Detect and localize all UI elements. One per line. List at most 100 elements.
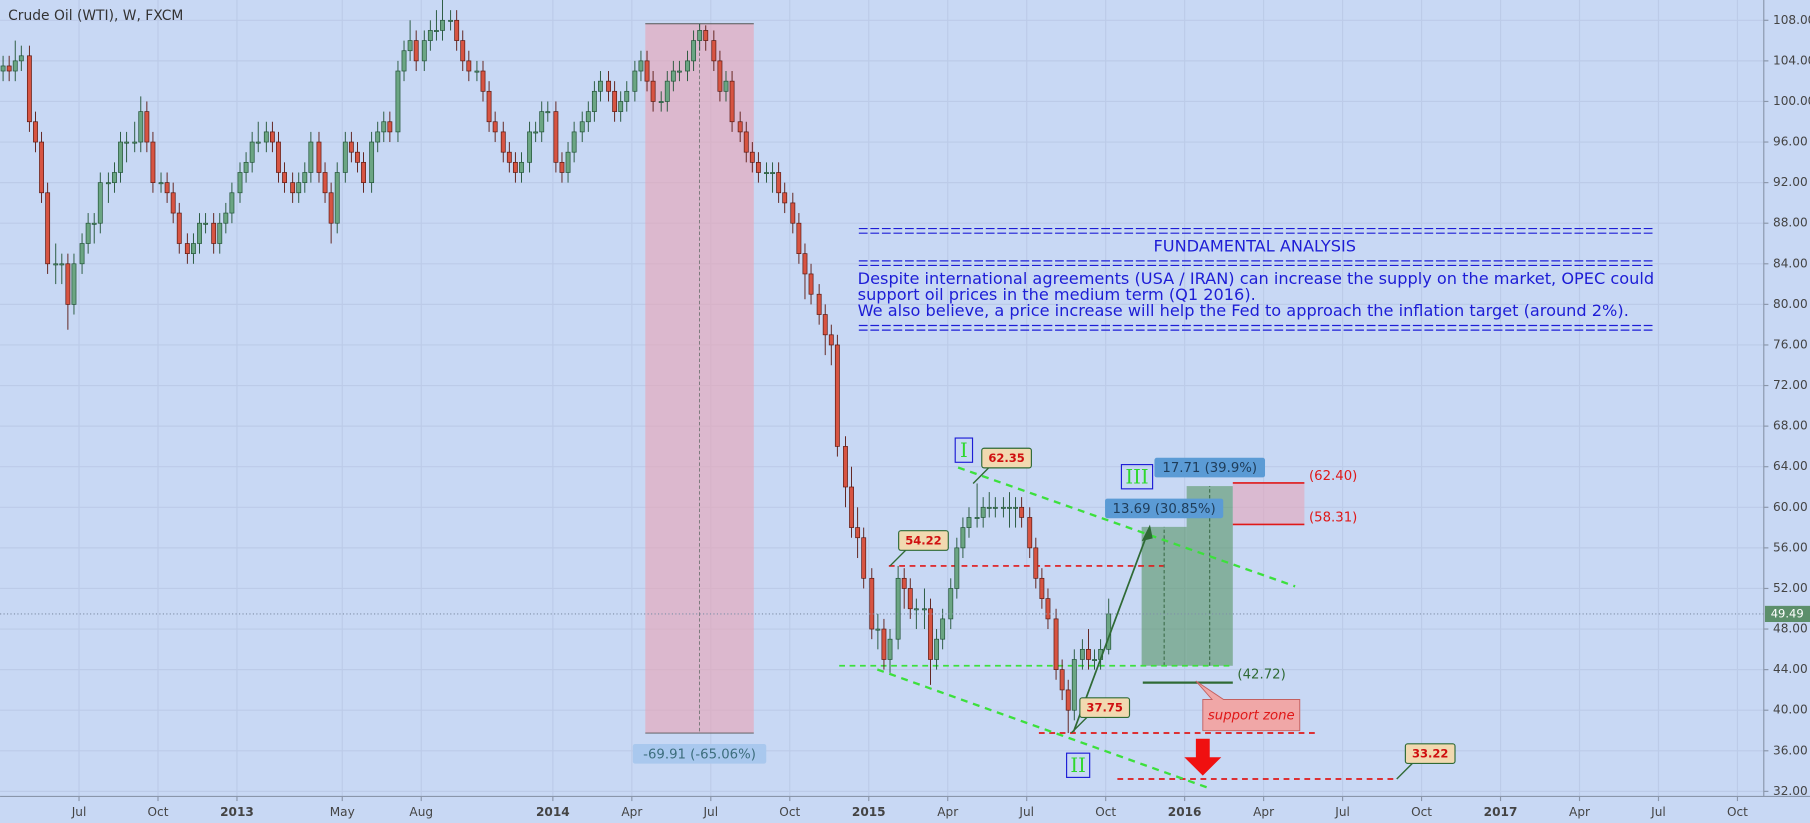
- candle-body: [105, 182, 111, 185]
- x-tick-label: Apr: [1569, 805, 1590, 819]
- candle-body: [348, 141, 354, 153]
- candle-body: [302, 172, 308, 183]
- candle-body: [97, 182, 103, 224]
- resistance-label: (62.40): [1309, 469, 1357, 484]
- candle-body: [255, 141, 261, 144]
- y-tick-label: 72.00: [1773, 378, 1808, 392]
- candle-body: [934, 638, 940, 660]
- x-tick-label: 2017: [1484, 805, 1518, 819]
- y-tick-label: 96.00: [1773, 135, 1808, 149]
- candle-body: [723, 80, 729, 92]
- support-zone-label: support zone: [1208, 709, 1295, 724]
- candle-body: [559, 161, 565, 173]
- candle-body: [685, 60, 690, 72]
- x-tick-label: May: [330, 805, 355, 819]
- candle-body: [512, 161, 518, 173]
- candle-body: [843, 446, 848, 488]
- candle-body: [1019, 506, 1025, 518]
- candle-body: [711, 40, 717, 62]
- candle-body: [381, 121, 387, 133]
- candle-body: [144, 111, 150, 143]
- callout-label: 33.22: [1412, 747, 1448, 761]
- candle-body: [749, 151, 755, 163]
- candle-body: [992, 506, 998, 509]
- candle-body: [237, 172, 243, 194]
- y-tick-label: 100.00: [1773, 94, 1810, 108]
- candle-body: [45, 192, 51, 265]
- callout-label: 37.75: [1086, 701, 1122, 715]
- candle-body: [506, 151, 512, 163]
- candle-body: [676, 70, 682, 73]
- y-tick-label: 44.00: [1773, 662, 1808, 676]
- candle-body: [6, 65, 12, 72]
- candle-body: [717, 60, 723, 92]
- callout-pointer: [1070, 716, 1088, 734]
- candle-body: [808, 273, 814, 295]
- candle-body: [855, 527, 861, 539]
- candle-body: [974, 517, 980, 519]
- candle-body: [948, 588, 954, 620]
- x-tick-label: Oct: [148, 805, 169, 819]
- candle-body: [922, 608, 927, 611]
- candle-body: [316, 141, 322, 173]
- y-tick-label: 64.00: [1773, 459, 1808, 473]
- candle-body: [1092, 659, 1097, 661]
- candle-body: [618, 101, 624, 112]
- wave-label: I: [960, 439, 968, 462]
- overlay-back: [645, 23, 1397, 780]
- x-tick-label: Oct: [1095, 805, 1116, 819]
- candle-body: [112, 172, 117, 183]
- candle-body: [85, 222, 91, 244]
- note-title: FUNDAMENTAL ANALYSIS: [1154, 237, 1356, 256]
- candle-body: [1059, 669, 1065, 691]
- y-tick-label: 104.00: [1773, 53, 1810, 67]
- candle-body: [276, 141, 281, 173]
- candle-body: [322, 172, 328, 194]
- candle-body: [361, 161, 366, 183]
- y-tick-label: 108.00: [1773, 13, 1810, 27]
- candle-body: [913, 608, 919, 611]
- candle-body: [454, 19, 460, 41]
- candle-body: [486, 90, 492, 123]
- callout-label: 54.22: [905, 534, 941, 548]
- candle-body: [579, 121, 585, 133]
- support-zone-callout: [1195, 680, 1301, 732]
- candle-body: [691, 40, 697, 62]
- x-tick-label: Jul: [71, 805, 87, 819]
- candle-body: [176, 212, 182, 244]
- x-tick-label: 2013: [220, 805, 254, 819]
- candle-body: [650, 80, 656, 102]
- candle-body: [612, 90, 618, 112]
- candle-body: [480, 70, 486, 92]
- candle-body: [624, 90, 630, 102]
- candle-body: [881, 628, 887, 660]
- x-tick-label: Aug: [409, 805, 433, 819]
- x-tick-label: Apr: [621, 805, 642, 819]
- candle-body: [782, 192, 788, 204]
- x-tick-label: Apr: [1253, 805, 1274, 819]
- candle-body: [369, 141, 375, 183]
- y-tick-label: 92.00: [1773, 175, 1808, 189]
- wave-box: [954, 437, 974, 463]
- candle-body: [764, 172, 769, 174]
- candle-body: [249, 141, 255, 163]
- candle-body: [887, 638, 893, 660]
- candle-body: [1045, 598, 1051, 620]
- candle-body: [395, 70, 401, 133]
- candle-body: [492, 121, 498, 133]
- x-tick-label: Oct: [1411, 805, 1432, 819]
- candle-body: [755, 161, 761, 173]
- candle-body: [308, 141, 314, 173]
- y-tick-label: 36.00: [1773, 743, 1808, 757]
- candle-body: [697, 30, 703, 41]
- candle-body: [940, 618, 946, 640]
- candle-body: [1013, 506, 1018, 509]
- target-label-box: [1105, 498, 1224, 519]
- callout-label-box: [1079, 697, 1131, 719]
- candle-body: [861, 537, 867, 579]
- grid: [0, 0, 1764, 797]
- candle-body: [986, 506, 992, 509]
- wave-label: II: [1070, 754, 1086, 777]
- target-label-box: [1154, 457, 1266, 478]
- candle-body: [223, 212, 229, 224]
